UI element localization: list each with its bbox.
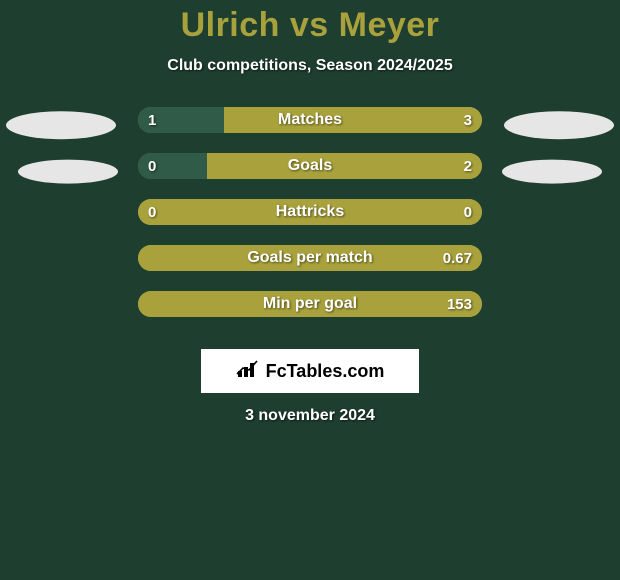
comparison-chart: Matches13Goals02Hattricks00Goals per mat… xyxy=(0,105,620,335)
stat-bar xyxy=(138,107,482,133)
subtitle: Club competitions, Season 2024/2025 xyxy=(167,57,452,75)
brand-text: FcTables.com xyxy=(266,361,385,382)
stat-row: Matches13 xyxy=(0,105,620,151)
stat-row: Min per goal153 xyxy=(0,289,620,335)
stat-bar xyxy=(138,153,482,179)
page-title: Ulrich vs Meyer xyxy=(181,6,440,45)
stat-bar-right xyxy=(138,199,482,225)
comparison-infographic: Ulrich vs Meyer Club competitions, Seaso… xyxy=(0,0,620,580)
stat-bar-left xyxy=(138,153,207,179)
player-avatar-left xyxy=(6,111,116,139)
player-avatar-right xyxy=(504,111,614,139)
stat-bar-right xyxy=(138,291,482,317)
snapshot-date: 3 november 2024 xyxy=(245,407,375,425)
stat-bar xyxy=(138,291,482,317)
brand-badge: FcTables.com xyxy=(201,349,419,393)
stat-row: Goals02 xyxy=(0,151,620,197)
stat-row: Hattricks00 xyxy=(0,197,620,243)
stat-bar xyxy=(138,245,482,271)
stat-bar-left xyxy=(138,107,224,133)
player-avatar-right xyxy=(502,160,602,184)
player-avatar-left xyxy=(18,160,118,184)
bar-chart-icon xyxy=(236,359,260,384)
stat-bar-right xyxy=(207,153,482,179)
stat-row: Goals per match0.67 xyxy=(0,243,620,289)
stat-bar-right xyxy=(138,245,482,271)
stat-bar xyxy=(138,199,482,225)
stat-bar-right xyxy=(224,107,482,133)
